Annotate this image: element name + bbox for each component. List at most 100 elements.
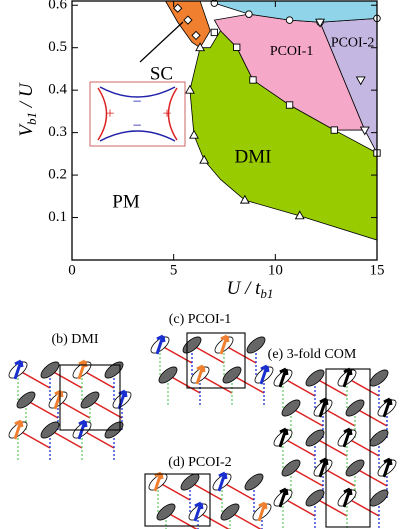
inset-blue-curve — [99, 86, 176, 142]
bond — [354, 467, 388, 487]
spin-arrow — [259, 364, 270, 385]
y-label-rest: / U — [16, 82, 37, 112]
marker — [285, 101, 294, 109]
bond — [191, 344, 225, 364]
spin-arrow — [278, 487, 289, 508]
bond — [282, 377, 316, 397]
spin-arrow — [219, 334, 230, 355]
sc-pointer — [139, 21, 184, 63]
molecule — [40, 421, 60, 439]
inset-red-curve — [97, 87, 178, 141]
molecule — [369, 489, 389, 507]
marker — [199, 154, 210, 164]
marker — [330, 126, 338, 134]
lattice-panel: (e) 3-fold COM — [268, 347, 397, 528]
marker — [359, 126, 370, 136]
bond — [189, 481, 223, 501]
spin-arrow — [13, 419, 24, 440]
y-tick-label: 0.5 — [48, 39, 67, 55]
bond — [290, 467, 324, 487]
bond — [49, 369, 83, 389]
marker — [355, 76, 366, 86]
inset: + + − − — [89, 81, 186, 147]
molecule — [281, 459, 301, 477]
bond — [49, 429, 83, 449]
molecule — [244, 473, 264, 491]
inset-plus: + — [105, 106, 114, 123]
panel-title: (d) PCOI-2 — [168, 455, 231, 470]
unit-cell — [144, 473, 211, 527]
bond — [221, 481, 255, 501]
bond — [223, 344, 257, 364]
bond — [354, 407, 388, 427]
panel-title: (b) DMI — [51, 332, 98, 347]
y-tick-label: 0.3 — [48, 124, 67, 140]
molecule — [305, 489, 325, 507]
lattice-panel: (c) PCOI-1 — [150, 312, 274, 405]
marker — [210, 28, 218, 37]
bond — [199, 374, 233, 394]
spin-arrow — [193, 501, 204, 522]
x-label-main: U / t — [227, 278, 262, 299]
marker — [285, 16, 294, 24]
y-label-sub: b1 — [24, 112, 39, 125]
bond — [165, 511, 198, 529]
bond — [81, 429, 115, 449]
bond — [197, 511, 230, 529]
y-label-main: V — [16, 123, 37, 137]
molecule — [305, 429, 325, 447]
spin-arrow — [77, 359, 88, 380]
phase-label: PCOI-1 — [270, 44, 314, 59]
inset-plus: + — [162, 106, 171, 123]
bond — [346, 437, 380, 457]
marker — [245, 10, 253, 18]
molecule — [369, 429, 389, 447]
bond — [157, 481, 191, 501]
inset-minus: − — [132, 118, 141, 135]
panel-title: (e) 3-fold COM — [268, 347, 357, 362]
marker — [249, 76, 257, 84]
y-tick-label: 0.1 — [48, 209, 67, 225]
spin-arrow — [278, 367, 289, 388]
marker — [239, 194, 250, 204]
bond — [346, 497, 380, 517]
inset-minus: − — [132, 94, 141, 111]
spin-arrow — [257, 501, 268, 522]
x-axis-label: U / tb1 — [227, 278, 274, 301]
y-tick-label: 0.4 — [48, 82, 67, 98]
lattices: (b) DMI (c) PCOI-1 (d) PCOI-2 (e) 3-fold CO… — [8, 312, 397, 529]
marker — [173, 3, 183, 13]
spin-arrow — [342, 427, 353, 448]
unit-cell — [59, 364, 121, 431]
molecule — [246, 336, 266, 354]
x-tick-label: 10 — [268, 262, 283, 278]
panel-title: (c) PCOI-1 — [169, 312, 232, 327]
bond — [57, 399, 91, 419]
lattice-panel: (d) PCOI-2 — [144, 455, 272, 529]
molecule — [158, 366, 178, 384]
x-tick-label: 15 — [370, 262, 385, 278]
marker — [315, 18, 326, 28]
bond — [229, 511, 262, 529]
y-axis-label: Vb1 / U — [16, 82, 39, 136]
molecule — [345, 399, 365, 417]
marker — [183, 15, 193, 25]
molecule — [180, 473, 200, 491]
unit-cell — [325, 368, 371, 528]
x-tick-label: 0 — [68, 262, 76, 278]
bond — [167, 374, 201, 394]
molecule — [345, 459, 365, 477]
bond — [346, 377, 380, 397]
bond — [231, 374, 265, 394]
spin-arrow — [342, 487, 353, 508]
molecule — [156, 503, 176, 521]
lattice-panel: (b) DMI — [8, 332, 132, 460]
bond — [17, 429, 51, 449]
molecule — [281, 399, 301, 417]
phase-label: PCOI-2 — [331, 36, 375, 51]
molecule — [40, 361, 60, 379]
molecule — [220, 503, 240, 521]
spin-arrow — [13, 359, 24, 380]
bond — [17, 369, 51, 389]
